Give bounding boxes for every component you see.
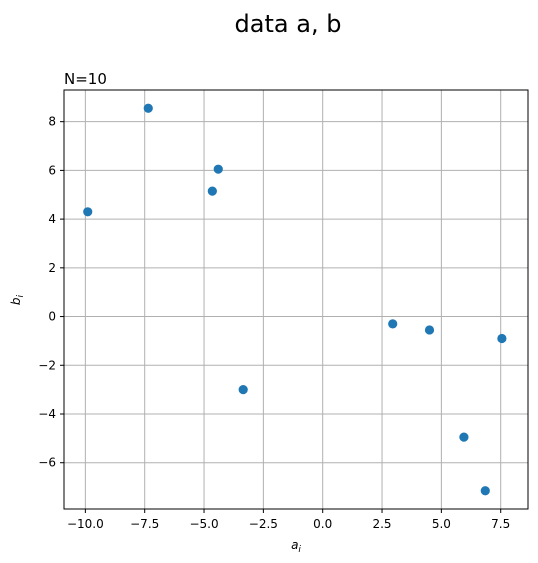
y-tick-label: −6 <box>38 456 56 470</box>
y-tick-label: −2 <box>38 358 56 372</box>
grid-lines <box>64 90 528 509</box>
data-point <box>207 186 217 196</box>
x-axis-label: ai <box>291 538 301 555</box>
x-tick-label: −7.5 <box>130 517 159 531</box>
x-tick-label: 2.5 <box>372 517 391 531</box>
x-tick-label: 0.0 <box>313 517 332 531</box>
y-tick-label: 6 <box>48 163 56 177</box>
data-points <box>83 103 507 496</box>
data-point <box>213 164 223 174</box>
y-axis-label-main: b <box>9 297 23 305</box>
x-tick-label: 7.5 <box>491 517 510 531</box>
data-point <box>497 333 507 344</box>
data-point <box>388 319 398 329</box>
data-point <box>238 385 248 395</box>
chart-suptitle: data a, b <box>235 10 342 38</box>
x-tick-label: −2.5 <box>249 517 278 531</box>
chart-subtitle: N=10 <box>64 70 107 88</box>
axis-ticks: −10.0 −7.5 −5.0 −2.5 0.0 2.5 5.0 7.5 −6 −4 −2 0 2 4 6 8 <box>38 115 510 531</box>
y-axis-label-sub: i <box>16 294 26 297</box>
data-point <box>424 325 435 335</box>
x-tick-label: −5.0 <box>189 517 218 531</box>
y-tick-label: 0 <box>48 310 56 324</box>
y-axis-label: bi <box>9 294 26 305</box>
y-tick-label: −4 <box>38 407 56 421</box>
y-tick-label: 4 <box>48 212 56 226</box>
x-axis-label-sub: i <box>298 545 301 555</box>
data-point <box>480 486 490 496</box>
y-tick-label: 8 <box>48 115 56 129</box>
data-point <box>143 103 153 113</box>
x-tick-label: 5.0 <box>432 517 451 531</box>
x-axis-label-main: a <box>291 538 298 552</box>
y-tick-label: 2 <box>48 261 56 275</box>
x-tick-label: −10.0 <box>67 517 104 531</box>
data-point <box>83 207 93 217</box>
data-point <box>459 432 469 442</box>
plot-frame <box>63 89 529 510</box>
